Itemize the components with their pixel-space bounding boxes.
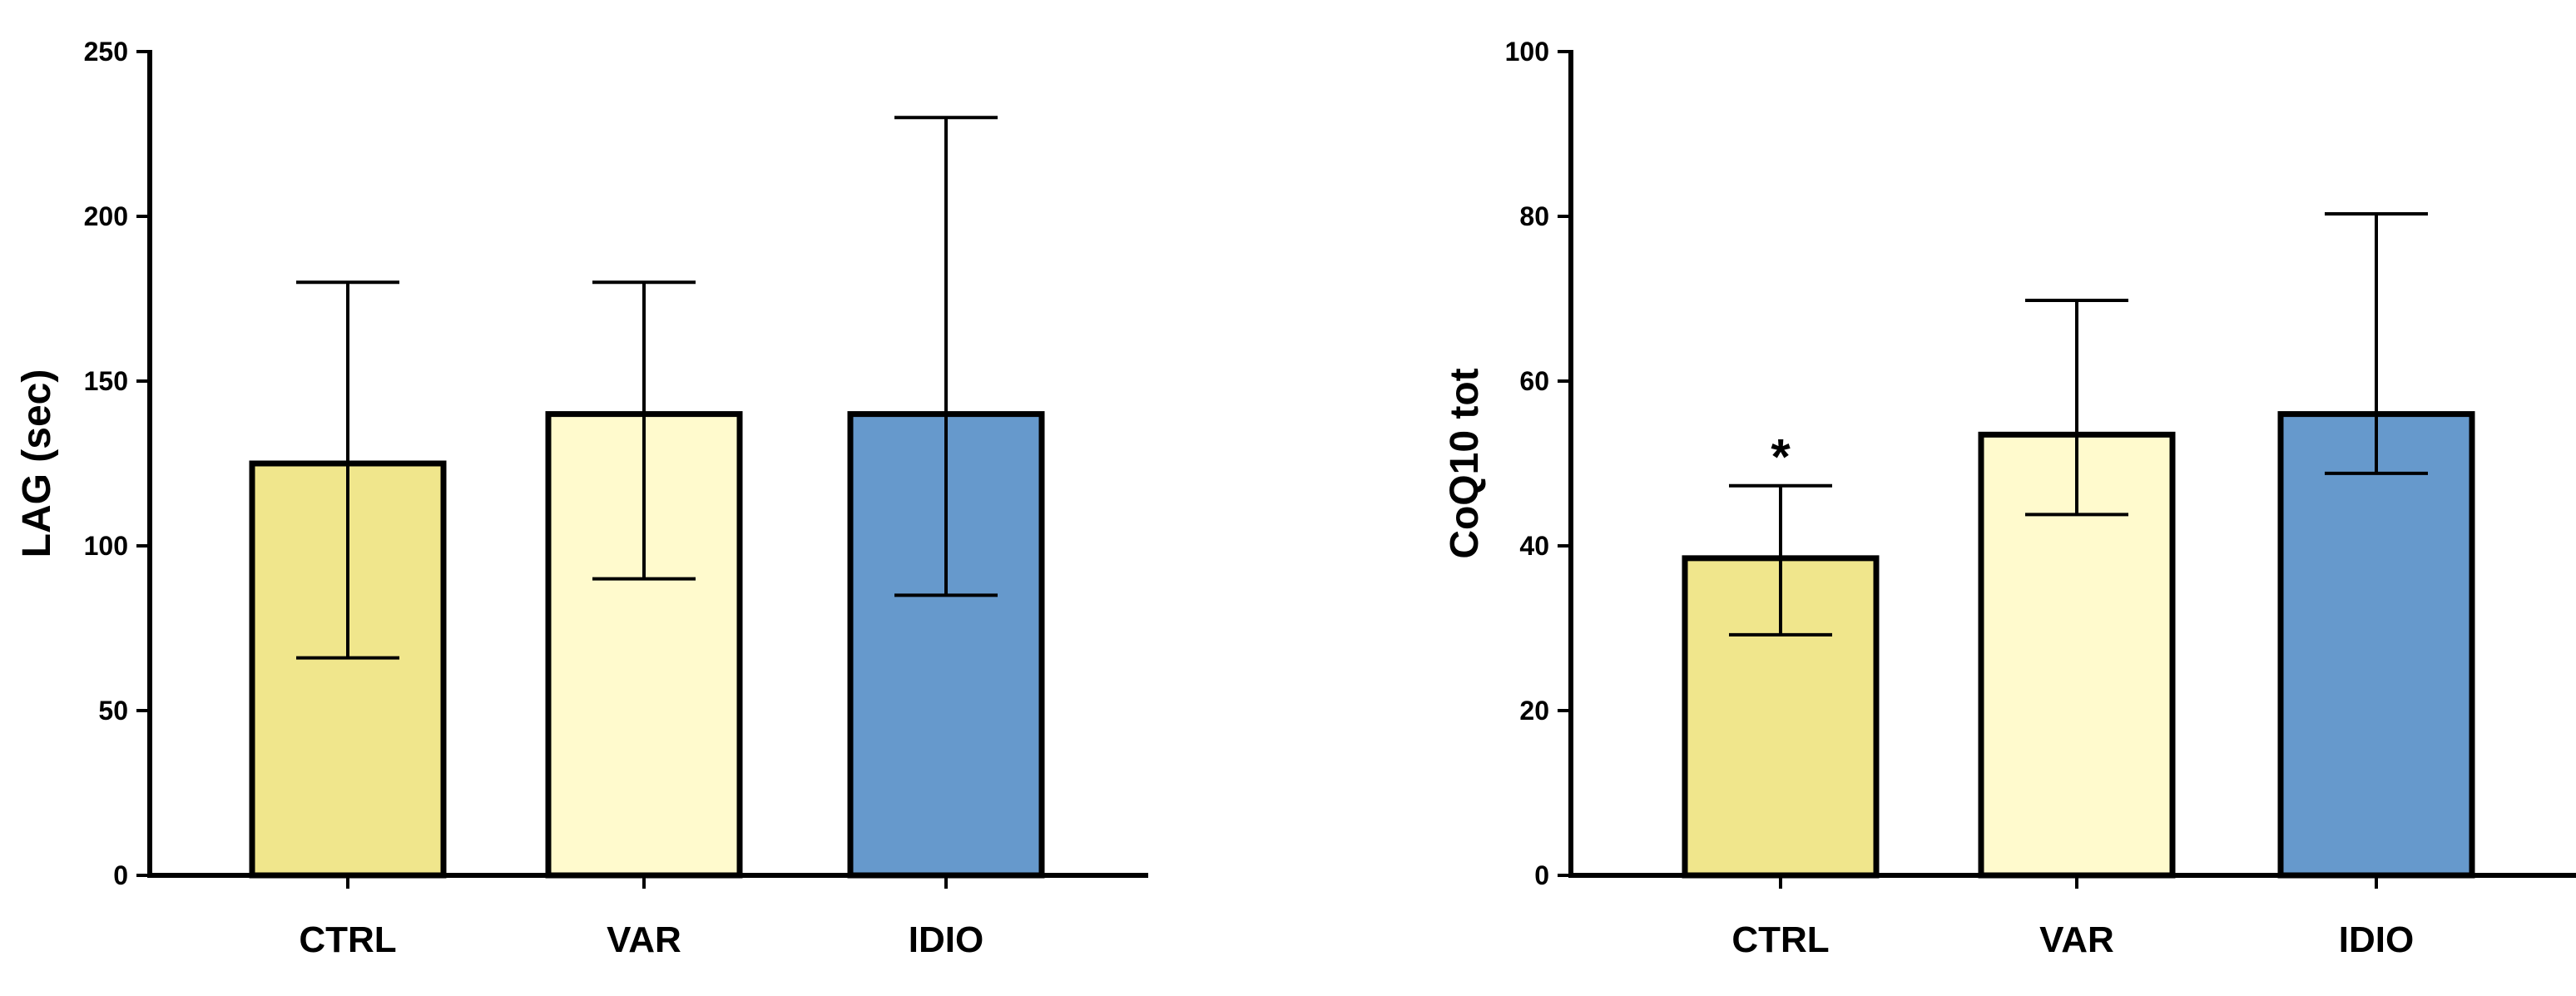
x-tick-label-ctrl: CTRL bbox=[1731, 919, 1829, 960]
chart-2: 0 20 40 60 80 100 CTRL VAR IDIO CoQ10 tot * bbox=[1443, 37, 2576, 960]
y-tick-label: 200 bbox=[84, 201, 128, 231]
y-axis-title: CoQ10 tot bbox=[1443, 368, 1487, 558]
y-tick-label: 0 bbox=[113, 860, 128, 890]
y-tick-label: 50 bbox=[98, 696, 128, 726]
bar-var bbox=[1978, 431, 2176, 879]
significance-marker: * bbox=[1771, 429, 1791, 485]
y-axis-title: LAG (sec) bbox=[15, 369, 59, 558]
x-tick-label-var: VAR bbox=[607, 919, 681, 960]
x-tick-label-var: VAR bbox=[2039, 919, 2114, 960]
y-tick-label: 60 bbox=[1519, 366, 1549, 396]
y-tick-label: 80 bbox=[1519, 201, 1549, 231]
y-tick-label: 40 bbox=[1519, 531, 1549, 561]
y-tick-label: 100 bbox=[84, 531, 128, 561]
x-tick-label-idio: IDIO bbox=[2339, 919, 2414, 960]
y-tick-label: 150 bbox=[84, 366, 128, 396]
chart-1: 0 50 100 150 200 250 CTRL VAR IDIO LAG (sec) bbox=[15, 37, 1148, 960]
x-tick-label-ctrl: CTRL bbox=[299, 919, 396, 960]
x-tick-label-idio: IDIO bbox=[909, 919, 983, 960]
y-tick-label: 250 bbox=[84, 37, 128, 67]
bar-idio bbox=[2277, 411, 2475, 879]
y-tick-label: 20 bbox=[1519, 696, 1549, 726]
y-tick-label: 0 bbox=[1534, 860, 1549, 890]
y-tick-label: 100 bbox=[1505, 37, 1549, 67]
bar-ctrl bbox=[1682, 555, 1880, 879]
